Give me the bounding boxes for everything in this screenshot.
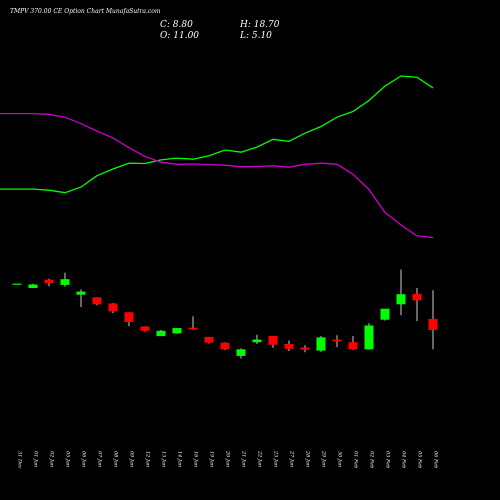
- candle: [332, 335, 342, 348]
- x-tick-label: 23 Jan: [273, 450, 279, 467]
- x-tick-label: 01 Feb: [353, 451, 359, 468]
- x-tick-label: 08 Jan: [113, 451, 119, 467]
- x-tick-label: 30 Jan: [337, 451, 343, 467]
- x-tick-label: 28 Jan: [305, 450, 311, 467]
- candle: [300, 345, 310, 353]
- x-tick-label: 02 Feb: [369, 451, 375, 468]
- x-tick-label: 07 Jan: [97, 451, 103, 467]
- upper-band-line: [0, 75, 434, 194]
- candle: [412, 288, 422, 322]
- chart-title: TMPV 370.00 CE Option Chart MunafaSutra.…: [10, 8, 161, 15]
- x-tick-label: 12 Jan: [145, 451, 151, 467]
- candle: [172, 328, 182, 334]
- x-tick-label: 03 Feb: [385, 451, 391, 468]
- candle: [44, 278, 54, 287]
- candle: [364, 323, 374, 350]
- open-label: O: 11.00: [160, 31, 199, 41]
- candle-body: [188, 327, 198, 330]
- candle-body: [284, 344, 294, 349]
- x-tick-label: 14 Jan: [177, 451, 183, 467]
- candle-body: [380, 308, 390, 320]
- candle-body: [156, 330, 166, 337]
- x-tick-label: 09 Jan: [129, 451, 135, 467]
- candle-body: [28, 284, 38, 288]
- candle: [220, 342, 230, 351]
- x-tick-label: 31 Dec: [17, 451, 23, 469]
- candle: [12, 283, 22, 285]
- candle-body: [220, 342, 230, 350]
- candle: [140, 326, 150, 332]
- x-tick-label: 27 Jan: [289, 450, 295, 467]
- x-tick-label: 06 Jan: [81, 451, 87, 467]
- candle-body: [44, 279, 54, 284]
- candle: [92, 297, 102, 306]
- candle-body: [332, 339, 342, 342]
- candle-body: [236, 349, 246, 356]
- candle: [204, 336, 214, 344]
- candle: [284, 340, 294, 351]
- candle-body: [124, 312, 134, 322]
- x-tick-label: 19 Jan: [209, 451, 215, 467]
- candle: [348, 336, 358, 350]
- candle: [124, 312, 134, 327]
- candle: [188, 316, 198, 330]
- candle-body: [428, 318, 438, 330]
- candle-body: [316, 337, 326, 351]
- x-axis-labels: 31 Dec 01 Jan 02 Jan 05 Jan 06 Jan 07 Jan 08 J…: [17, 450, 439, 469]
- close-label: C: 8.80: [160, 20, 193, 30]
- candle-body: [300, 347, 310, 350]
- candle-body: [76, 291, 86, 295]
- candle-body: [60, 279, 70, 285]
- x-tick-label: 16 Jan: [193, 451, 199, 467]
- candle-body: [268, 336, 278, 345]
- candle: [76, 289, 86, 307]
- candle: [396, 269, 406, 316]
- bollinger-bands: [0, 75, 434, 239]
- candle: [268, 336, 278, 348]
- x-tick-label: 13 Jan: [161, 451, 167, 467]
- x-tick-label: 21 Jan: [241, 450, 247, 467]
- x-tick-label: 05 Jan: [65, 451, 71, 467]
- candle-body: [204, 336, 214, 343]
- candle: [428, 290, 438, 350]
- candle: [60, 272, 70, 287]
- candle-body: [108, 303, 118, 312]
- x-tick-label: 06 Feb: [433, 451, 439, 468]
- x-tick-label: 22 Jan: [257, 450, 263, 467]
- candle-body: [252, 339, 262, 343]
- candle-body: [12, 283, 22, 285]
- candle: [156, 329, 166, 337]
- candle-body: [172, 328, 182, 334]
- candle: [380, 308, 390, 321]
- x-tick-label: 01 Jan: [33, 451, 39, 467]
- candle: [236, 348, 246, 359]
- candle-body: [412, 293, 422, 301]
- x-tick-label: 02 Jan: [49, 451, 55, 467]
- candle: [108, 303, 118, 314]
- lower-band-line: [0, 112, 434, 239]
- candle-body: [364, 325, 374, 350]
- candle-body: [396, 294, 406, 305]
- candles: [12, 269, 438, 359]
- low-label: L: 5.10: [239, 31, 272, 41]
- candle: [28, 283, 38, 288]
- candle: [316, 336, 326, 352]
- x-tick-label: 05 Feb: [417, 451, 423, 468]
- candle: [252, 334, 262, 344]
- x-tick-label: 29 Jan: [321, 450, 327, 467]
- candle-body: [92, 297, 102, 305]
- x-tick-label: 20 Jan: [225, 450, 231, 467]
- x-tick-label: 04 Feb: [401, 451, 407, 468]
- high-label: H: 18.70: [239, 20, 280, 30]
- candle-body: [348, 342, 358, 350]
- candle-body: [140, 326, 150, 331]
